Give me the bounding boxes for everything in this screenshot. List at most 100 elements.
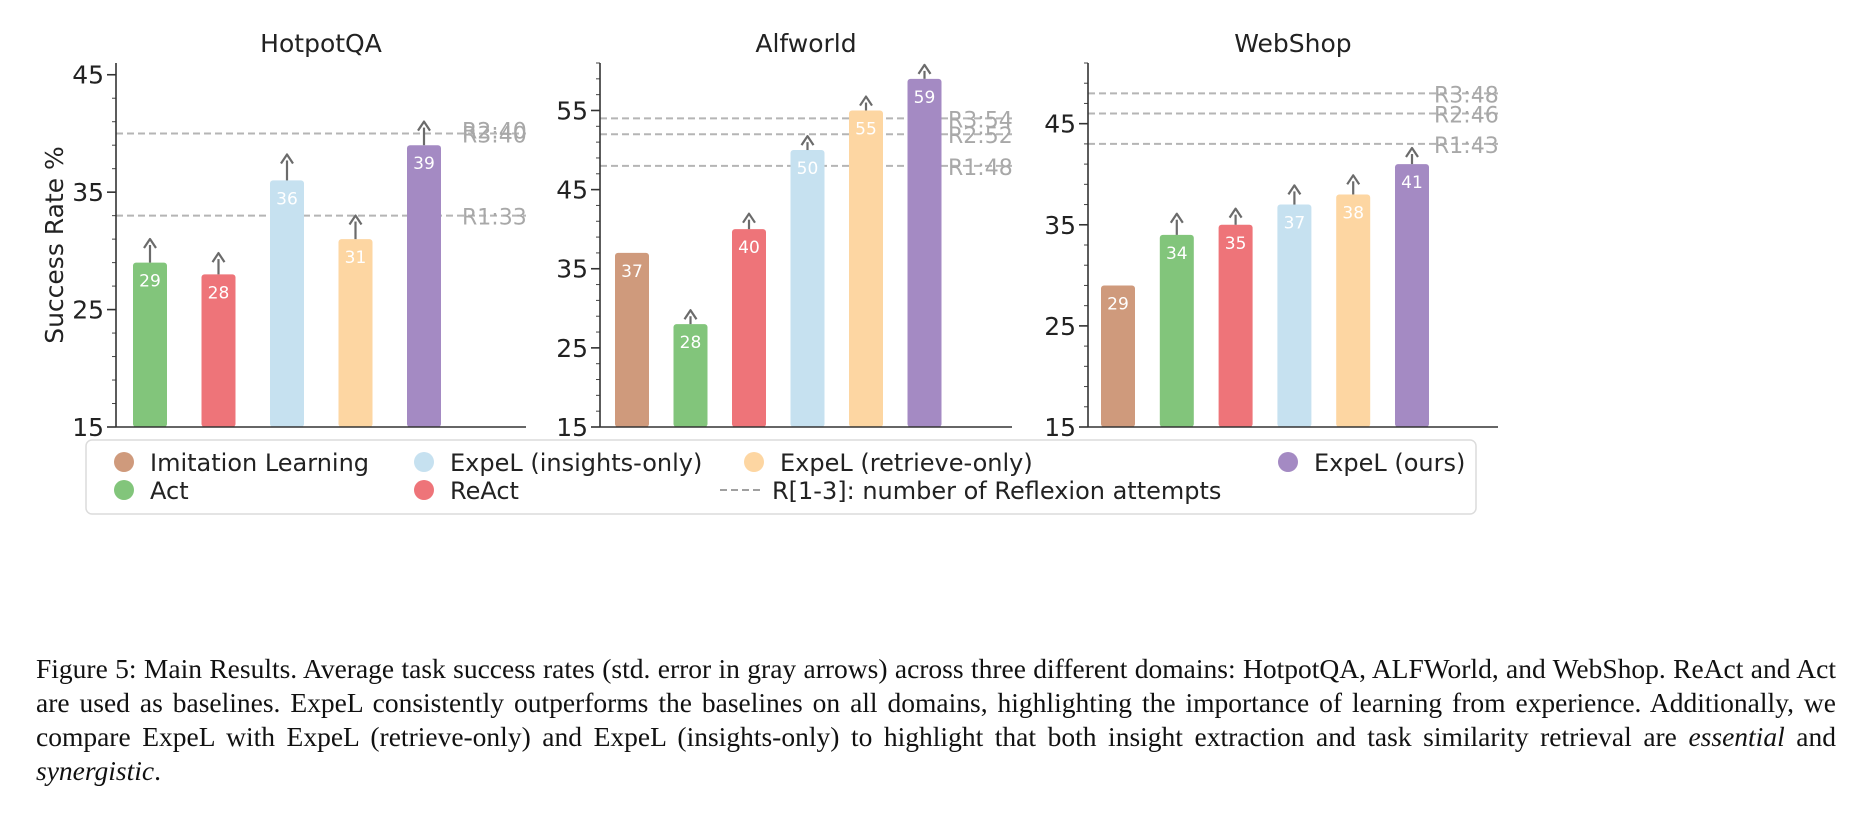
legend-label-r-1-3-number-of-reflexion-attempts: R[1-3]: number of Reflexion attempts bbox=[772, 477, 1221, 505]
reflexion-label-r2-52: R2:52 bbox=[948, 124, 1013, 149]
bar-value-label: 28 bbox=[680, 333, 702, 353]
legend: Imitation Learning ExpeL (insights-only) E… bbox=[85, 439, 1477, 515]
chart-panel-hotpotqa: HotpotQA Success Rate % 15 25 35 45 R3:40R2:40… bbox=[40, 29, 527, 442]
bar-expel-insights-only bbox=[790, 150, 825, 428]
bar-value-label: 37 bbox=[621, 262, 643, 282]
bar-expel-retrieve-only bbox=[1336, 194, 1371, 427]
bar-value-label: 39 bbox=[413, 154, 435, 174]
bar-imitation-learning bbox=[1101, 285, 1135, 427]
reflexion-label-r2-40: R2:40 bbox=[462, 119, 527, 144]
reflexion-label-r1-48: R1:48 bbox=[948, 156, 1013, 181]
reflexion-label-r1-43: R1:43 bbox=[1434, 134, 1499, 159]
y-tick-label: 35 bbox=[72, 178, 104, 207]
bar-value-label: 37 bbox=[1284, 214, 1306, 234]
bar-expel-ours bbox=[1395, 164, 1429, 427]
bar-value-label: 35 bbox=[1225, 234, 1247, 254]
error-arrow-head bbox=[211, 251, 226, 263]
error-arrow-head bbox=[1346, 174, 1361, 185]
legend-label-imitation-learning: Imitation Learning bbox=[150, 449, 369, 477]
error-arrow-head bbox=[348, 214, 363, 226]
bar-value-label: 38 bbox=[1342, 203, 1364, 223]
bar-value-label: 55 bbox=[855, 119, 877, 139]
y-axis-label: Success Rate % bbox=[40, 146, 69, 344]
legend-label-expel-retrieve-only: ExpeL (retrieve-only) bbox=[780, 449, 1033, 477]
bar-value-label: 29 bbox=[1107, 294, 1129, 314]
y-tick-label: 55 bbox=[556, 96, 588, 125]
legend-label-react: ReAct bbox=[450, 477, 519, 505]
figure-caption: Figure 5: Main Results. Average task suc… bbox=[36, 652, 1836, 788]
chart-title: Alfworld bbox=[755, 29, 856, 58]
y-tick-label: 25 bbox=[556, 334, 588, 363]
error-arrow-head bbox=[280, 153, 294, 165]
legend-label-expel-insights-only: ExpeL (insights-only) bbox=[450, 449, 702, 477]
bar-expel-retrieve-only bbox=[338, 239, 373, 427]
error-arrow-head bbox=[859, 95, 873, 107]
bar-expel-ours bbox=[407, 145, 441, 427]
error-arrow-head bbox=[683, 309, 698, 320]
y-tick-label: 45 bbox=[72, 61, 104, 90]
bar-expel-ours bbox=[907, 78, 942, 428]
error-arrow-head bbox=[1169, 212, 1184, 224]
bar-value-label: 40 bbox=[738, 238, 760, 258]
bar-value-label: 50 bbox=[797, 159, 819, 179]
bar-value-label: 34 bbox=[1166, 244, 1188, 264]
chart-title: HotpotQA bbox=[260, 29, 382, 58]
legend-marker-expel-ours bbox=[1278, 452, 1298, 472]
error-arrow-head bbox=[917, 63, 932, 75]
bar-act bbox=[133, 262, 167, 427]
bar-value-label: 36 bbox=[276, 189, 298, 209]
y-tick-label: 15 bbox=[72, 413, 104, 442]
y-tick-label: 35 bbox=[1044, 211, 1076, 240]
bar-expel-retrieve-only bbox=[849, 110, 883, 427]
bar-value-label: 31 bbox=[345, 248, 367, 268]
bar-react bbox=[201, 274, 236, 427]
bar-value-label: 29 bbox=[139, 272, 161, 292]
error-arrow-head bbox=[1287, 184, 1302, 196]
bar-react bbox=[732, 229, 766, 427]
reflexion-label-r2-46: R2:46 bbox=[1434, 104, 1499, 129]
error-arrow-head bbox=[143, 237, 157, 249]
legend-label-expel-ours: ExpeL (ours) bbox=[1314, 449, 1465, 477]
y-tick-label: 15 bbox=[556, 413, 588, 442]
y-tick-label: 45 bbox=[1044, 110, 1076, 139]
caption-emphasis-essential: essential bbox=[1688, 721, 1785, 752]
error-arrow-head bbox=[1228, 207, 1243, 219]
reflexion-label-r1-33: R1:33 bbox=[462, 206, 527, 231]
bar-value-label: 41 bbox=[1401, 173, 1423, 193]
error-arrow-head bbox=[1405, 146, 1419, 158]
y-tick-label: 45 bbox=[556, 176, 588, 205]
bar-act bbox=[673, 324, 708, 427]
reflexion-label-r3-54: R3:54 bbox=[948, 108, 1013, 133]
error-arrow-head bbox=[800, 135, 815, 146]
chart-title: WebShop bbox=[1234, 29, 1351, 58]
legend-frame bbox=[85, 439, 1477, 515]
y-tick-label: 25 bbox=[1044, 312, 1076, 341]
caption-end: . bbox=[154, 755, 161, 786]
y-tick-label: 25 bbox=[72, 296, 104, 325]
error-arrow-head bbox=[417, 120, 431, 132]
caption-text: Figure 5: Main Results. Average task suc… bbox=[36, 653, 1836, 752]
results-figure: HotpotQA Success Rate % 15 25 35 45 R3:40R2:40… bbox=[40, 29, 1499, 515]
bar-expel-insights-only bbox=[1277, 204, 1312, 427]
bar-act bbox=[1159, 234, 1194, 427]
legend-label-act: Act bbox=[150, 477, 189, 505]
bar-expel-insights-only bbox=[270, 180, 304, 427]
y-tick-label: 15 bbox=[1044, 413, 1076, 442]
legend-marker-imitation-learning bbox=[114, 452, 134, 472]
bar-react bbox=[1218, 224, 1253, 427]
error-arrow-head bbox=[742, 212, 756, 224]
legend-marker-expel-retrieve-only bbox=[744, 452, 764, 472]
reflexion-label-r3-40: R3:40 bbox=[462, 123, 527, 148]
caption-text-and: and bbox=[1784, 721, 1836, 752]
y-tick-label: 35 bbox=[556, 255, 588, 284]
bar-imitation-learning bbox=[615, 252, 649, 427]
reflexion-label-r3-48: R3:48 bbox=[1434, 83, 1499, 108]
caption-emphasis-synergistic: synergistic bbox=[36, 755, 155, 786]
legend-marker-expel-insights-only bbox=[414, 452, 434, 472]
bar-value-label: 59 bbox=[914, 88, 936, 108]
bar-value-label: 28 bbox=[208, 283, 230, 303]
legend-marker-react bbox=[414, 480, 434, 500]
legend-marker-act bbox=[114, 480, 134, 500]
